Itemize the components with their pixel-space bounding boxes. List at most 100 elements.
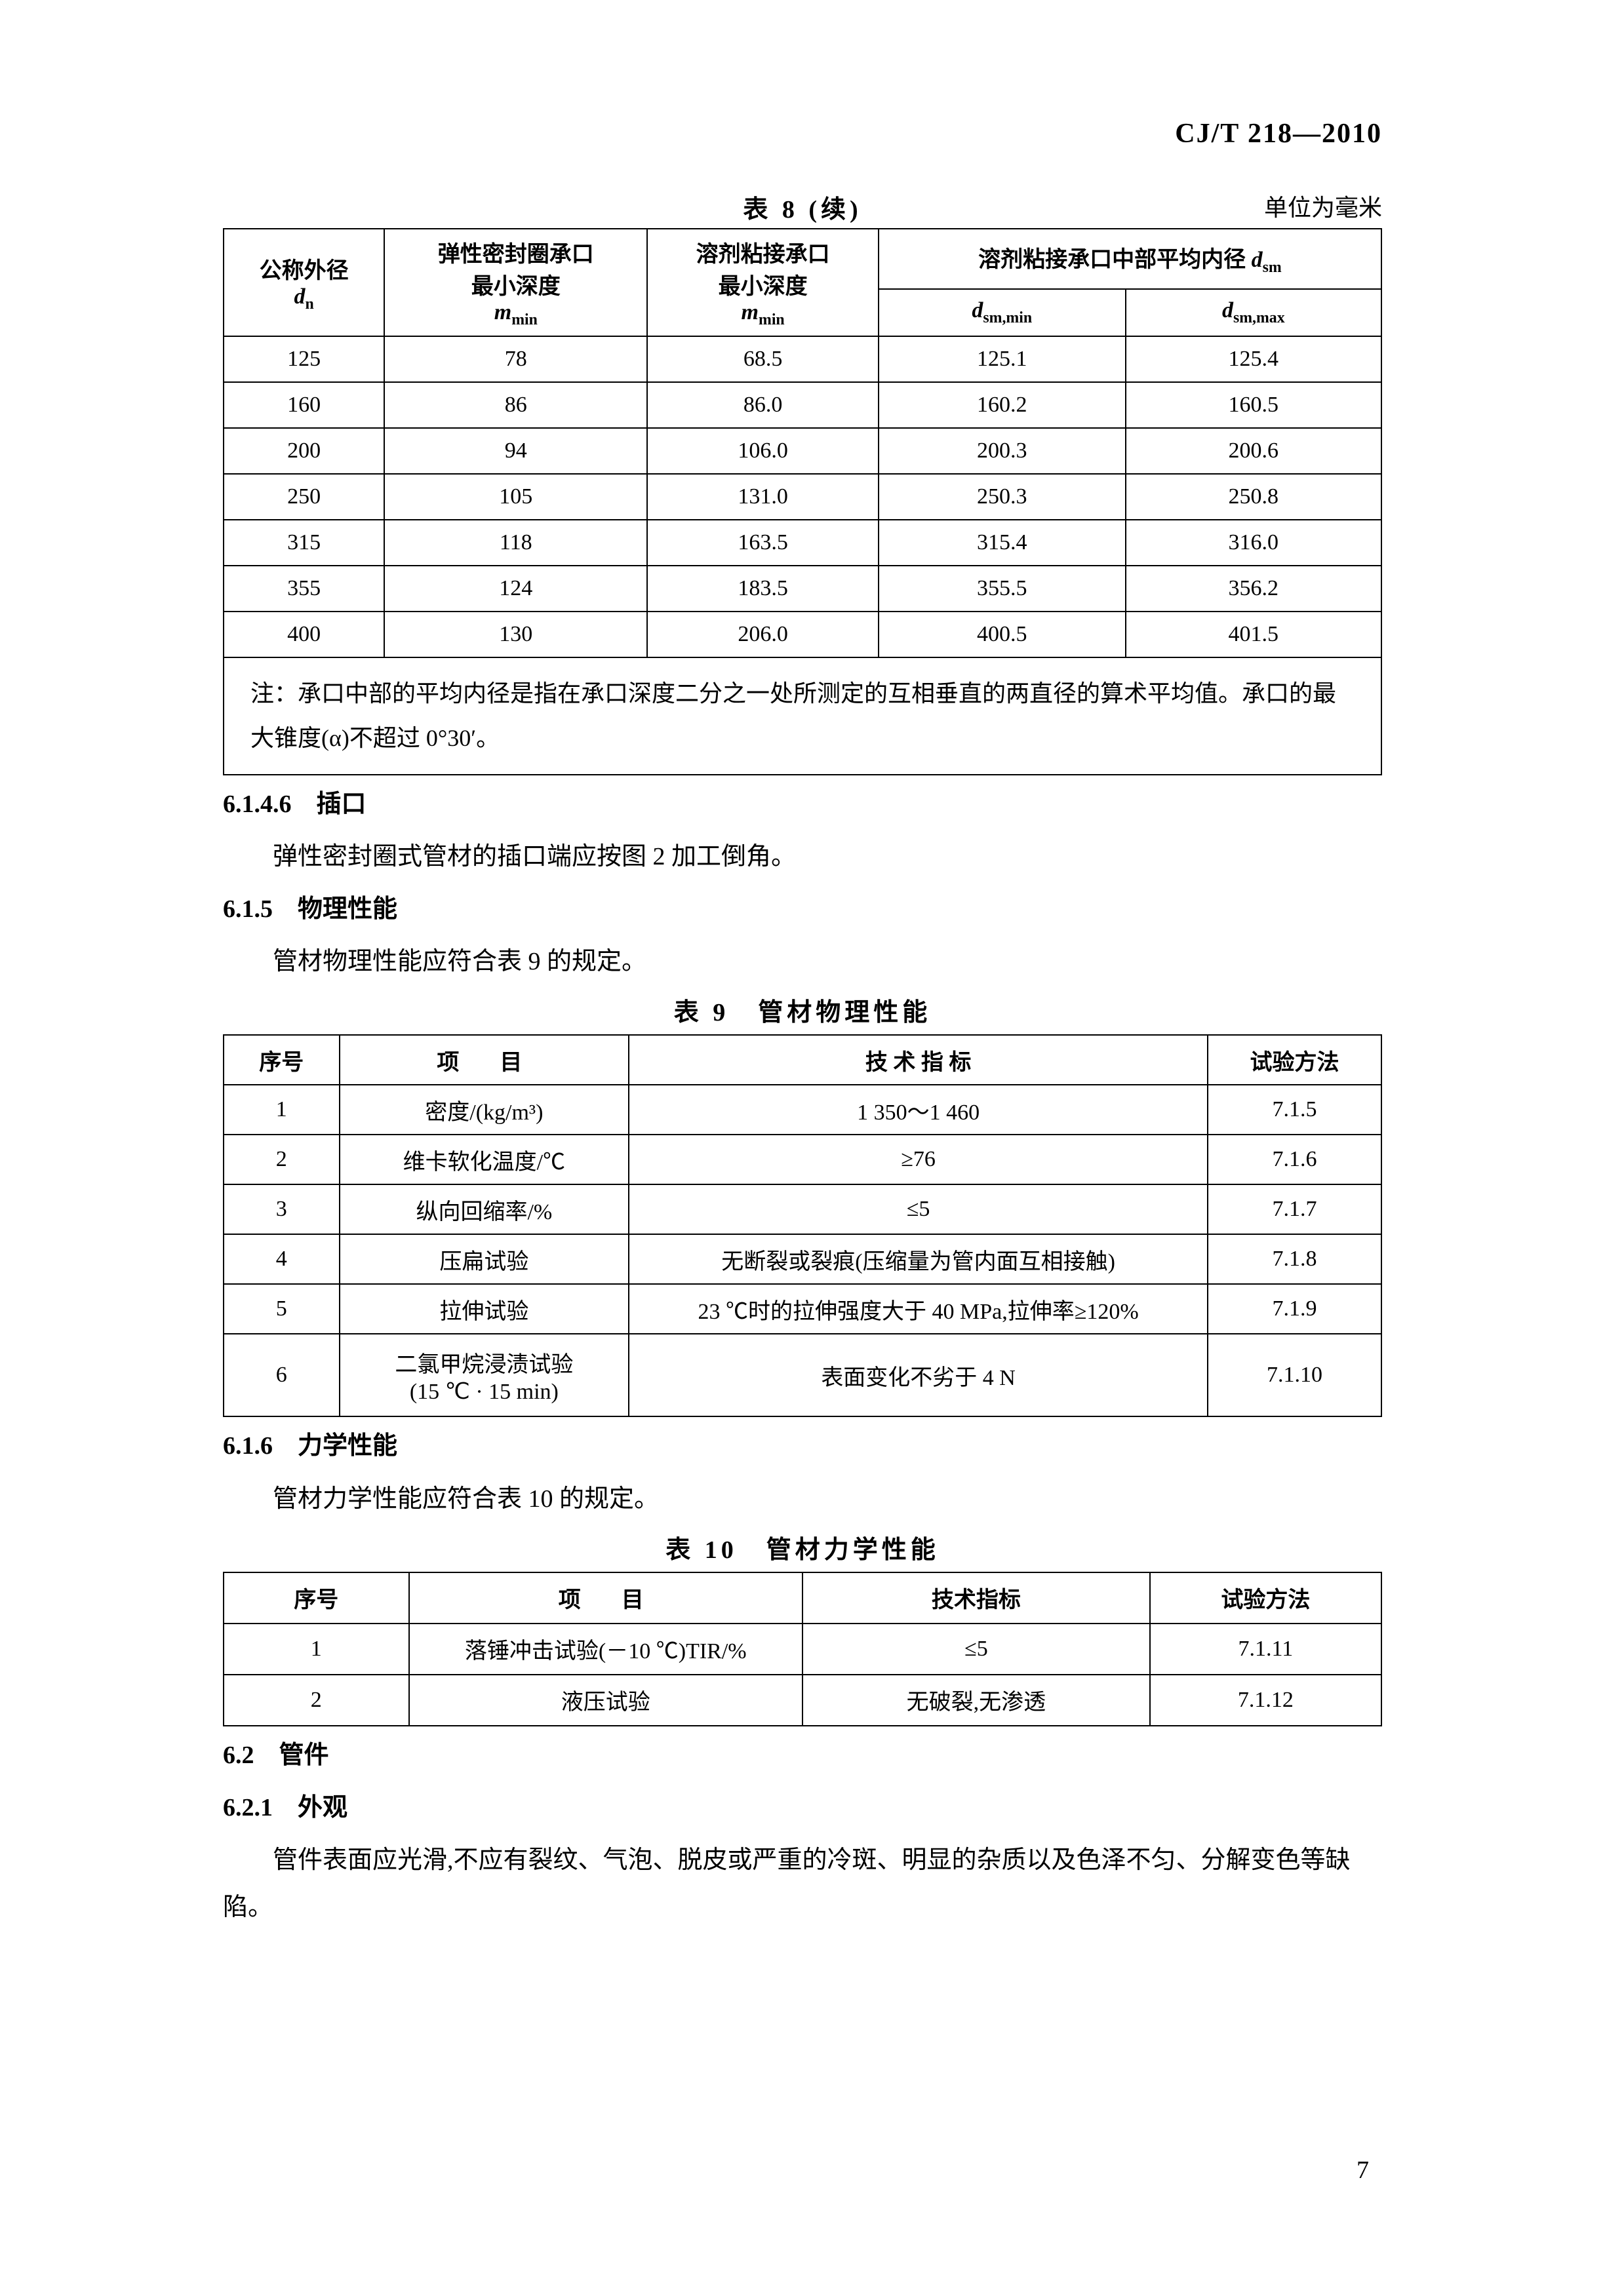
heading-6-2: 6.2 管件 [223,1732,1382,1779]
t10-item: 落锤冲击试验(－10 ℃)TIR/% [409,1624,802,1675]
table8: 公称外径 dn 弹性密封圈承口 最小深度 mmin 溶剂粘接承口 最小深度 mm… [223,228,1382,775]
t9-n: 3 [224,1184,340,1234]
t8-cell: 131.0 [647,474,878,520]
t8-cell: 206.0 [647,612,878,657]
table8-caption-row: 表 8 (续) 单位为毫米 [223,189,1382,222]
table-row: 6 二氯甲烷浸渍试验 (15 ℃ · 15 min) 表面变化不劣于 4 N 7… [224,1334,1381,1416]
t8-cell: 106.0 [647,428,878,474]
table8-caption: 表 8 (续) [223,189,1382,225]
t10-n: 1 [224,1624,409,1675]
t8-cell: 250.3 [879,474,1126,520]
t8-cell: 86.0 [647,382,878,428]
t8-cell: 315.4 [879,520,1126,566]
t8-cell: 200.3 [879,428,1126,474]
table-row: 3 纵向回缩率/% ≤5 7.1.7 [224,1184,1381,1234]
t8-cell: 160.2 [879,382,1126,428]
t9-spec: ≤5 [629,1184,1208,1234]
t9-spec: ≥76 [629,1135,1208,1184]
t9-item: 压扁试验 [340,1234,629,1284]
secnum: 6.2.1 [223,1794,273,1821]
t9-item-l2: (15 ℃ · 15 min) [410,1380,559,1404]
t9-n: 4 [224,1234,340,1284]
body-6-1-5: 管材物理性能应符合表 9 的规定。 [223,938,1382,985]
table10: 序号 项 目 技术指标 试验方法 1 落锤冲击试验(－10 ℃)TIR/% ≤5… [223,1572,1382,1726]
sectitle: 管件 [279,1741,329,1769]
t9-spec: 1 350～1 460 [629,1085,1208,1135]
t8-h-col1-l2: dn [294,284,313,309]
t9-h1: 序号 [224,1035,340,1085]
table-row: 1 密度/(kg/m³) 1 350～1 460 7.1.5 [224,1085,1381,1135]
t8-cell: 160.5 [1126,382,1381,428]
t10-spec: ≤5 [802,1624,1150,1675]
t8-h-col2-l1: 弹性密封圈承口 [438,243,594,267]
t9-n: 2 [224,1135,340,1184]
t9-n: 5 [224,1284,340,1334]
t9-h2-t: 项 目 [437,1051,531,1075]
t9-method: 7.1.6 [1208,1135,1381,1184]
t8-h-col2-l3: mmin [494,300,538,324]
t10-h2-t: 项 目 [559,1588,653,1612]
heading-6-1-4-6: 6.1.4.6 插口 [223,781,1382,828]
t8-h-col45-t: 溶剂粘接承口中部平均内径 dsm [978,248,1282,272]
t10-h4: 试验方法 [1150,1572,1381,1624]
t9-item: 二氯甲烷浸渍试验 (15 ℃ · 15 min) [340,1334,629,1416]
table-row: 2 维卡软化温度/℃ ≥76 7.1.6 [224,1135,1381,1184]
t8-h-col1: 公称外径 dn [224,229,384,336]
table8-note-row: 注：承口中部的平均内径是指在承口深度二分之一处所测定的互相垂直的两直径的算术平均… [224,657,1381,775]
sectitle: 物理性能 [298,895,397,923]
t8-cell: 118 [384,520,647,566]
t10-spec: 无破裂,无渗透 [802,1675,1150,1726]
table9-caption: 表 9 管材物理性能 [223,992,1382,1028]
t9-spec: 表面变化不劣于 4 N [629,1334,1208,1416]
t8-cell: 125.1 [879,336,1126,382]
t9-spec: 无断裂或裂痕(压缩量为管内面互相接触) [629,1234,1208,1284]
t10-h2: 项 目 [409,1572,802,1624]
t8-cell: 401.5 [1126,612,1381,657]
t9-item: 维卡软化温度/℃ [340,1135,629,1184]
t8-cell: 125 [224,336,384,382]
t8-cell: 160 [224,382,384,428]
t8-cell: 130 [384,612,647,657]
t8-cell: 94 [384,428,647,474]
t10-item: 液压试验 [409,1675,802,1726]
t9-h4: 试验方法 [1208,1035,1381,1085]
secnum: 6.1.4.6 [223,790,292,818]
t8-h-col2-l2: 最小深度 [471,275,561,299]
t9-item-l1: 二氯甲烷浸渍试验 [395,1353,573,1377]
t8-cell: 200 [224,428,384,474]
body-6-2-1: 管件表面应光滑,不应有裂纹、气泡、脱皮或严重的冷斑、明显的杂质以及色泽不匀、分解… [223,1837,1382,1931]
t8-h-col3-l2: 最小深度 [719,275,808,299]
page-number: 7 [1357,2156,1369,2185]
t9-method: 7.1.8 [1208,1234,1381,1284]
t8-h-col1-l1: 公称外径 [260,259,349,283]
table8-unit: 单位为毫米 [1264,189,1382,223]
t9-n: 1 [224,1085,340,1135]
t8-cell: 315 [224,520,384,566]
t8-cell: 200.6 [1126,428,1381,474]
t8-cell: 163.5 [647,520,878,566]
table-row: 200 94 106.0 200.3 200.6 [224,428,1381,474]
t9-item: 拉伸试验 [340,1284,629,1334]
t8-h-col5: dsm,max [1126,289,1381,336]
table-row: 250 105 131.0 250.3 250.8 [224,474,1381,520]
t8-cell: 355 [224,566,384,612]
t8-cell: 355.5 [879,566,1126,612]
t8-cell: 250.8 [1126,474,1381,520]
table-row: 400 130 206.0 400.5 401.5 [224,612,1381,657]
t9-method: 7.1.7 [1208,1184,1381,1234]
t8-cell: 183.5 [647,566,878,612]
page: CJ/T 218—2010 表 8 (续) 单位为毫米 公称外径 dn 弹性密封… [0,0,1605,2296]
body-6-1-4-6: 弹性密封圈式管材的插口端应按图 2 加工倒角。 [223,833,1382,880]
t9-n: 6 [224,1334,340,1416]
t10-n: 2 [224,1675,409,1726]
table9: 序号 项 目 技 术 指 标 试验方法 1 密度/(kg/m³) 1 350～1… [223,1034,1382,1417]
t8-h-col4: dsm,min [879,289,1126,336]
table-row: 1 落锤冲击试验(－10 ℃)TIR/% ≤5 7.1.11 [224,1624,1381,1675]
table-row: 160 86 86.0 160.2 160.5 [224,382,1381,428]
heading-6-1-5: 6.1.5 物理性能 [223,885,1382,933]
t8-cell: 124 [384,566,647,612]
heading-6-1-6: 6.1.6 力学性能 [223,1422,1382,1469]
t10-h3: 技术指标 [802,1572,1150,1624]
t9-h3: 技 术 指 标 [629,1035,1208,1085]
table-row: 4 压扁试验 无断裂或裂痕(压缩量为管内面互相接触) 7.1.8 [224,1234,1381,1284]
